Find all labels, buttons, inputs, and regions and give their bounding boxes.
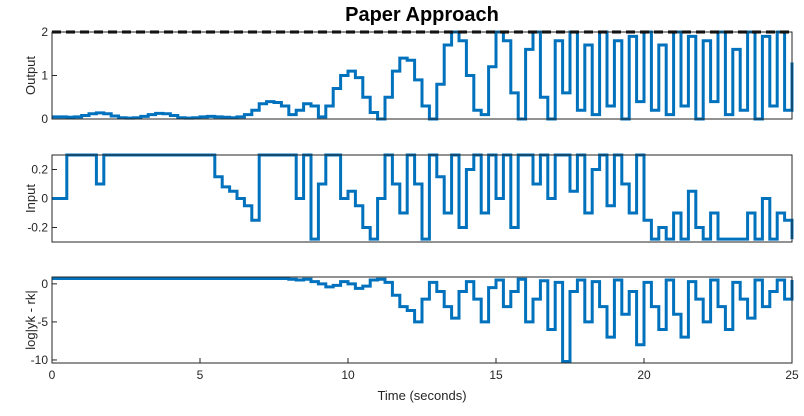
y-tick-label: -5 bbox=[37, 315, 48, 329]
axes-box bbox=[51, 154, 793, 243]
y-axis-label: log|yk - rk| bbox=[23, 290, 38, 349]
chart-title: Paper Approach bbox=[345, 4, 499, 26]
y-tick-label: 2 bbox=[41, 25, 48, 39]
axes-box bbox=[51, 31, 793, 120]
x-tick-label: 5 bbox=[197, 368, 204, 382]
axes-box bbox=[51, 276, 793, 364]
x-tick-label: 15 bbox=[489, 368, 503, 382]
y-tick-label: 1 bbox=[41, 69, 48, 83]
series-line bbox=[52, 277, 794, 363]
y-tick-label: 0 bbox=[41, 192, 48, 206]
x-axis-label: Time (seconds) bbox=[377, 388, 466, 403]
y-axis-label: Input bbox=[23, 184, 38, 213]
x-tick-label: 20 bbox=[637, 368, 651, 382]
y-tick-label: -0.2 bbox=[27, 221, 48, 235]
y-tick-label: 0.2 bbox=[31, 163, 48, 177]
series-line bbox=[52, 30, 794, 121]
y-tick-label: 0 bbox=[41, 112, 48, 126]
x-tick-label: 10 bbox=[341, 368, 355, 382]
y-tick-label: 0 bbox=[41, 277, 48, 291]
series-line bbox=[52, 153, 794, 241]
y-tick-label: -10 bbox=[31, 353, 49, 367]
x-tick-label: 25 bbox=[785, 368, 799, 382]
x-tick-label: 0 bbox=[49, 368, 56, 382]
y-axis-label: Output bbox=[23, 56, 38, 95]
